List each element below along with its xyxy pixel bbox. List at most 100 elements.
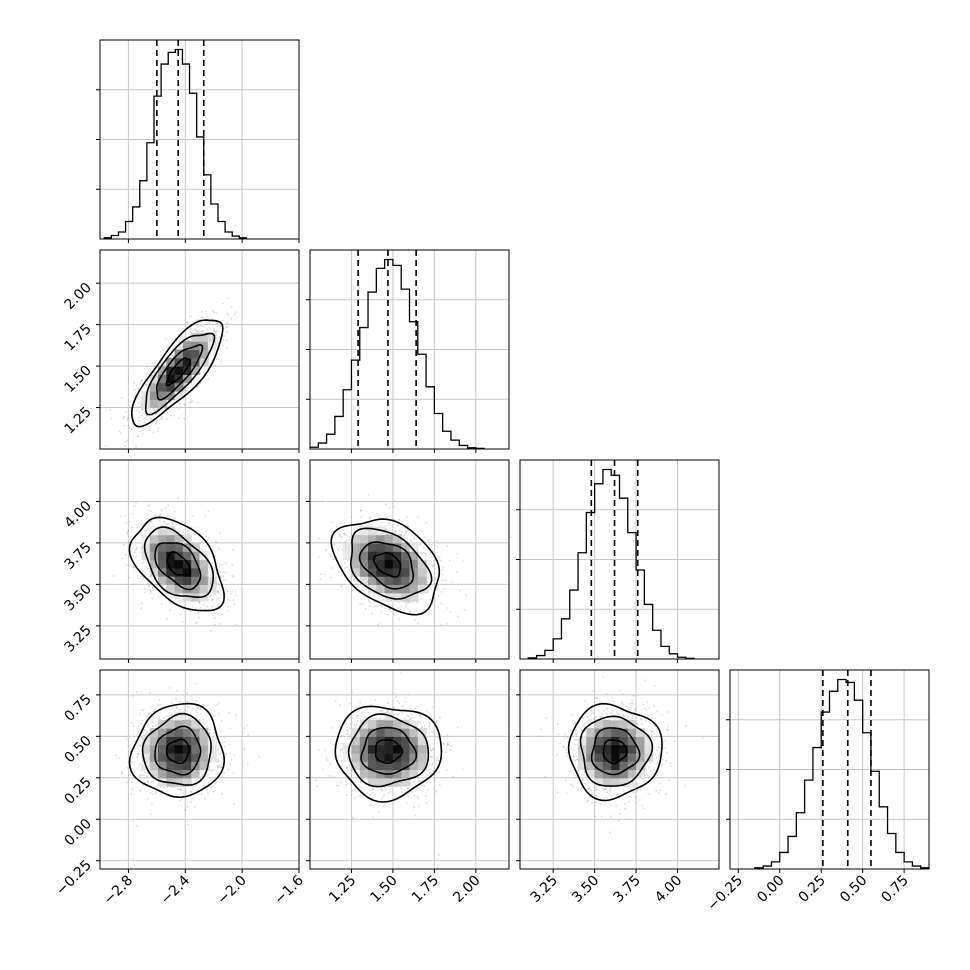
scatter-point	[227, 314, 230, 316]
density-cell	[174, 559, 184, 569]
scatter-point	[190, 717, 192, 720]
scatter-point	[184, 403, 187, 405]
scatter-point	[446, 622, 449, 625]
scatter-point	[220, 776, 223, 779]
scatter-point	[357, 724, 360, 727]
scatter-point	[418, 779, 421, 782]
density-cell	[376, 576, 386, 585]
scatter-point	[405, 603, 408, 606]
scatter-point	[350, 794, 353, 796]
scatter-point	[451, 581, 454, 584]
scatter-point	[350, 516, 353, 518]
scatter-point	[137, 435, 139, 438]
scatter-point	[426, 589, 429, 591]
scatter-point	[155, 420, 158, 422]
scatter-point	[151, 793, 154, 796]
density-cell	[191, 736, 201, 746]
scatter-point	[202, 718, 204, 721]
scatter-point	[345, 566, 348, 569]
scatter-point	[152, 710, 155, 713]
scatter-point	[183, 383, 186, 386]
scatter-point	[155, 584, 158, 587]
scatter-point	[152, 725, 155, 727]
scatter-point	[145, 372, 148, 375]
scatter-point	[418, 780, 420, 783]
density-cell	[149, 567, 159, 577]
scatter-point	[368, 601, 371, 603]
scatter-point	[355, 724, 358, 726]
density-cell	[343, 551, 353, 561]
scatter-point	[362, 589, 364, 592]
scatter-point	[212, 330, 215, 332]
scatter-point	[145, 566, 147, 569]
contour-level-4	[330, 518, 441, 616]
scatter-point	[357, 783, 360, 786]
scatter-point	[412, 781, 415, 783]
density-cell	[199, 584, 209, 594]
scatter-point	[246, 762, 249, 765]
scatter-point	[183, 522, 186, 525]
scatter-point	[359, 603, 362, 605]
scatter-point	[356, 715, 359, 717]
scatter-point	[425, 709, 428, 712]
scatter-point	[141, 380, 144, 383]
scatter-point	[408, 718, 411, 720]
density-cell	[417, 576, 427, 585]
density-cell	[182, 551, 192, 561]
scatter-point	[135, 547, 138, 550]
scatter-point	[181, 532, 184, 535]
scatter-point	[142, 709, 145, 711]
scatter-point	[348, 772, 351, 775]
scatter-point	[135, 824, 138, 827]
pair-panel-0-1	[96, 249, 300, 453]
scatter-point	[205, 310, 208, 313]
scatter-point	[221, 319, 224, 322]
scatter-point	[417, 515, 419, 518]
scatter-point	[160, 417, 163, 420]
density-cell	[384, 744, 394, 754]
scatter-point	[197, 611, 200, 614]
scatter-point	[195, 330, 198, 333]
scatter-point	[143, 734, 146, 737]
scatter-point	[436, 757, 439, 759]
density-cell	[359, 576, 369, 585]
scatter-point	[227, 610, 230, 613]
scatter-point	[179, 787, 182, 790]
scatter-point	[152, 431, 155, 434]
scatter-point	[165, 523, 168, 525]
scatter-point	[233, 754, 236, 757]
scatter-point	[443, 743, 445, 746]
scatter-point	[200, 310, 203, 313]
density-cell	[409, 559, 419, 569]
scatter-point	[383, 786, 386, 789]
scatter-point	[217, 590, 219, 593]
scatter-point	[171, 521, 174, 524]
scatter-point	[166, 789, 169, 792]
scatter-point	[318, 537, 320, 540]
scatter-point	[414, 707, 417, 710]
scatter-point	[189, 611, 192, 613]
scatter-point	[142, 578, 145, 580]
scatter-point	[127, 425, 130, 428]
density-cell	[166, 576, 176, 585]
scatter-point	[135, 445, 138, 448]
scatter-point	[402, 535, 405, 537]
scatter-point	[136, 756, 139, 759]
density-cell	[401, 777, 411, 787]
scatter-point	[196, 379, 199, 382]
density-cell	[207, 584, 217, 594]
scatter-point	[329, 553, 331, 555]
scatter-point	[389, 791, 392, 793]
density-cell	[384, 777, 394, 787]
density-cell	[158, 769, 167, 779]
scatter-point	[375, 718, 377, 720]
density-cell	[158, 526, 167, 536]
density-cell	[158, 736, 167, 746]
density-cell	[409, 576, 419, 585]
scatter-point	[177, 529, 180, 532]
scatter-point	[372, 787, 374, 789]
scatter-point	[210, 612, 213, 615]
scatter-point	[334, 700, 337, 702]
density-cell	[376, 769, 386, 779]
scatter-point	[235, 594, 237, 597]
